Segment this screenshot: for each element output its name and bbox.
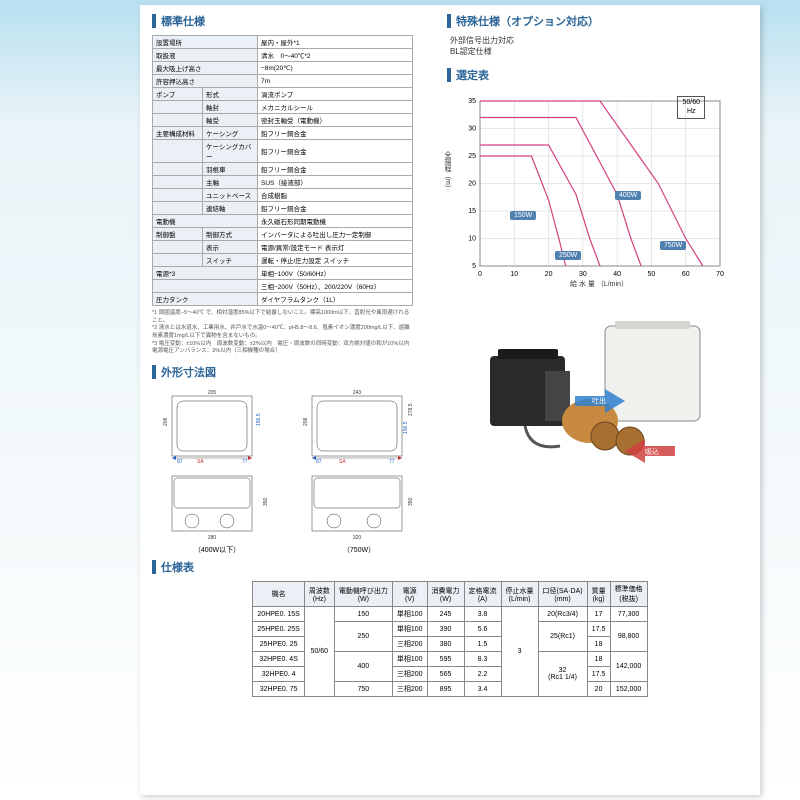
svg-text:208: 208: [163, 418, 169, 427]
svg-text:15: 15: [468, 208, 476, 215]
dimensions-area: 205 87 SA 77 208 156.5 2: [152, 386, 425, 555]
svg-text:20: 20: [545, 271, 553, 278]
svg-text:吸込: 吸込: [645, 447, 659, 456]
svg-text:208: 208: [303, 418, 309, 427]
svg-text:35: 35: [468, 98, 476, 105]
svg-text:320: 320: [353, 535, 362, 541]
svg-text:205: 205: [208, 390, 217, 396]
svg-text:156.5: 156.5: [256, 413, 262, 426]
dim-drawing-750w: 243 87 SA 77 208 156.5 278.5: [294, 386, 424, 541]
specifications-table: 機名周波数(Hz)電動機呼び出力(W)電源(V)消費電力(W)定格電流(A)停止…: [252, 581, 647, 697]
dim-label-400w: （400W以下）: [152, 545, 282, 555]
svg-text:10: 10: [510, 271, 518, 278]
spec-sheet-page: 標準仕様 設置場所屋内・屋外*1取扱液清水 0〜40℃*2最大吸上げ高さ−8m(…: [140, 5, 760, 795]
svg-text:280: 280: [208, 535, 217, 541]
product-photo: 吐出 吸込: [450, 301, 730, 476]
svg-text:77: 77: [242, 459, 248, 465]
svg-text:SA: SA: [197, 459, 204, 465]
svg-text:25: 25: [468, 153, 476, 160]
y-axis-label: 全揚程（m）: [442, 151, 452, 192]
section-selection: 選定表: [447, 67, 750, 83]
standard-spec-table: 設置場所屋内・屋外*1取扱液清水 0〜40℃*2最大吸上げ高さ−8m(20℃)許…: [152, 35, 413, 306]
svg-text:87: 87: [177, 459, 183, 465]
svg-text:156.5: 156.5: [403, 421, 409, 434]
svg-text:50: 50: [648, 271, 656, 278]
dimensions-title: 外形寸法図: [161, 364, 216, 380]
svg-text:0: 0: [478, 271, 482, 278]
svg-text:243: 243: [353, 390, 362, 396]
dim-drawing-400w: 205 87 SA 77 208 156.5 2: [152, 386, 282, 541]
selection-chart: 0102030405060705101520253035 50/60Hz 150…: [450, 91, 730, 291]
svg-text:吐出: 吐出: [592, 396, 606, 405]
svg-text:350: 350: [408, 498, 414, 507]
svg-text:5: 5: [472, 263, 476, 270]
section-dimensions: 外形寸法図: [152, 364, 425, 380]
svg-text:40: 40: [613, 271, 621, 278]
svg-text:350: 350: [263, 498, 269, 507]
svg-text:20: 20: [468, 181, 476, 188]
selection-title: 選定表: [456, 67, 489, 83]
spec-notes: *1 周囲温度−5〜40℃ で、相対湿度85%以下で結露しないこと。標高1000…: [152, 310, 413, 356]
svg-text:10: 10: [468, 236, 476, 243]
svg-text:60: 60: [682, 271, 690, 278]
svg-text:30: 30: [579, 271, 587, 278]
svg-text:70: 70: [716, 271, 724, 278]
standard-spec-title: 標準仕様: [161, 13, 205, 29]
special-sub1: 外部信号出力対応: [450, 35, 750, 46]
svg-text:87: 87: [316, 459, 322, 465]
section-spectable: 仕様表: [152, 559, 760, 575]
hz-box: 50/60Hz: [677, 96, 705, 119]
svg-text:30: 30: [468, 126, 476, 133]
special-sub2: BL認定仕様: [450, 46, 750, 57]
dim-label-750w: （750W）: [294, 545, 424, 555]
svg-text:278.5: 278.5: [408, 403, 414, 416]
svg-text:SA: SA: [339, 459, 346, 465]
spectable-title: 仕様表: [161, 559, 194, 575]
svg-text:77: 77: [389, 459, 395, 465]
section-standard: 標準仕様: [152, 13, 425, 29]
section-special: 特殊仕様（オプション対応）: [447, 13, 750, 29]
x-axis-label: 給 水 量 （L/min）: [570, 279, 628, 289]
special-spec-title: 特殊仕様（オプション対応）: [456, 13, 599, 29]
